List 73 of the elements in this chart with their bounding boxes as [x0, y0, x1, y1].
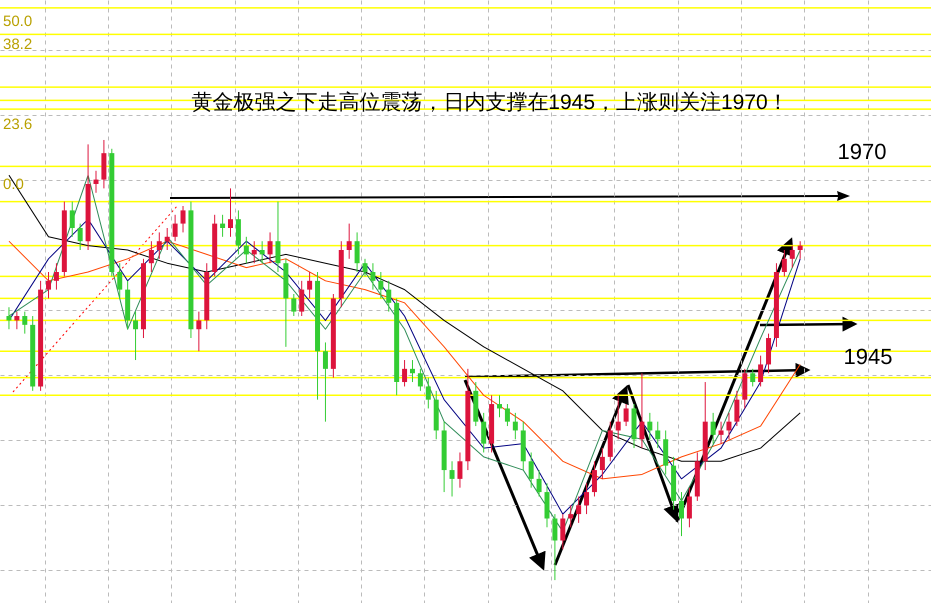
candlestick: [70, 201, 75, 238]
candlestick: [418, 368, 423, 392]
candlestick: [346, 223, 352, 260]
candlestick: [291, 294, 296, 317]
candlestick: [758, 355, 764, 387]
candlestick: [354, 232, 360, 273]
candlestick: [410, 360, 415, 383]
candlestick: [268, 232, 273, 264]
candlestick: [148, 240, 154, 273]
candlestick: [426, 377, 431, 409]
candlestick: [512, 412, 518, 440]
candlestick: [686, 487, 692, 528]
candlestick: [710, 412, 716, 444]
candlestick: [678, 492, 684, 537]
candlestick: [782, 250, 787, 277]
candlestick: [6, 306, 12, 330]
candlestick: [117, 262, 122, 299]
candlestick: [481, 412, 486, 453]
candlestick: [639, 372, 644, 449]
candlestick: [552, 514, 558, 581]
candlestick: [624, 404, 629, 427]
candlestick: [402, 360, 408, 387]
candlestick: [307, 272, 312, 299]
candlestick: [655, 421, 660, 449]
candlestick: [78, 223, 83, 251]
candlestick: [750, 368, 756, 387]
candlestick: [734, 390, 740, 427]
candlestick: [46, 272, 52, 299]
text: 1970: [838, 139, 886, 164]
candlestick: [568, 504, 574, 528]
candlestick: [54, 262, 59, 290]
candlestick: [616, 394, 621, 440]
text: 50.0: [3, 13, 32, 30]
candlestick: [196, 311, 202, 352]
candlestick: [299, 280, 304, 317]
candlestick: [600, 448, 605, 480]
candlestick: [228, 188, 233, 238]
candlestick: [244, 236, 249, 264]
text: 38.2: [3, 36, 32, 53]
candlestick: [584, 482, 590, 515]
candlestick: [798, 240, 803, 260]
candlestick: [560, 514, 566, 550]
candlestick: [93, 170, 98, 194]
candlestick: [164, 227, 170, 251]
candlestick: [180, 205, 186, 233]
candlestick: [252, 240, 257, 264]
candlestick: [504, 404, 510, 427]
candlestick: [726, 412, 732, 440]
candlestick: [260, 240, 265, 264]
candlestick: [592, 460, 597, 497]
candlestick: [133, 311, 138, 361]
candlestick: [528, 452, 534, 488]
candlestick: [370, 262, 376, 290]
candlestick: [156, 232, 162, 260]
candlestick: [172, 214, 178, 242]
candlestick: [457, 452, 462, 488]
candlestick: [220, 214, 226, 238]
text: 1945: [844, 344, 892, 369]
candlestick: [647, 412, 652, 440]
candlestick: [275, 201, 280, 273]
text: 23.6: [3, 116, 32, 133]
candlestick: [386, 280, 392, 312]
candlestick: [576, 496, 582, 524]
candlestick: [362, 258, 368, 277]
candlestick: [790, 245, 795, 268]
candlestick: [450, 460, 455, 497]
candlestick: [22, 311, 28, 334]
candlestick: [497, 394, 502, 418]
candlestick: [536, 470, 542, 497]
candlestick: [718, 421, 724, 444]
candlestick: [378, 272, 384, 299]
candlestick: [14, 311, 20, 330]
candlestick: [322, 342, 328, 422]
